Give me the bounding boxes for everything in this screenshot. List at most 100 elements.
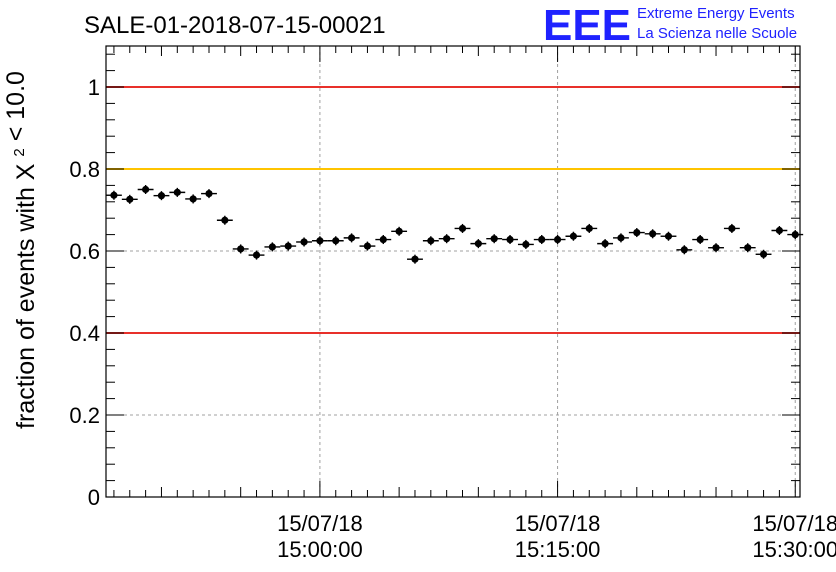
data-point-31 (597, 239, 614, 249)
y-tick-label-1: 0.2 (69, 403, 100, 428)
y-tick-label-5: 1 (88, 75, 100, 100)
data-point-39 (723, 223, 740, 233)
marker (189, 195, 197, 203)
y-tick-label-3: 0.6 (69, 239, 100, 264)
data-point-18 (391, 226, 408, 236)
y-tick-label-4: 0.8 (69, 157, 100, 182)
marker (569, 232, 578, 240)
y-tick-label-0: 0 (88, 485, 100, 510)
y-axis-label-symbol: X (12, 163, 40, 180)
data-point-29 (565, 231, 582, 241)
x-tick-label-date-0: 15/07/18 (277, 511, 363, 536)
data-point-35 (660, 231, 677, 241)
axis-ticks (106, 46, 800, 498)
marker (744, 244, 752, 252)
data-point-36 (676, 245, 693, 255)
data-point-8 (232, 244, 249, 254)
plot-frame (105, 45, 801, 498)
data-point-27 (533, 235, 550, 245)
data-point-43 (787, 230, 804, 240)
data-point-3 (153, 191, 170, 201)
marker (205, 190, 213, 198)
x-tick-label-time-2: 15:30:00 (752, 537, 836, 562)
y-axis-label-sup: 2 (11, 148, 28, 156)
data-point-28 (549, 235, 566, 245)
x-tick-label-time-1: 15:15:00 (515, 537, 601, 562)
marker (664, 232, 673, 240)
data-point-7 (216, 215, 233, 225)
marker (617, 234, 625, 242)
marker (443, 235, 451, 243)
marker (458, 224, 467, 233)
marker (427, 237, 435, 245)
data-point-4 (169, 187, 186, 197)
marker (126, 195, 134, 203)
marker (649, 230, 657, 238)
x-tick-label-time-0: 15:00:00 (277, 537, 363, 562)
marker (110, 191, 118, 199)
marker (379, 235, 387, 244)
data-point-33 (628, 228, 645, 238)
marker (142, 185, 150, 194)
data-point-2 (137, 184, 154, 195)
marker (221, 216, 229, 224)
data-point-40 (739, 243, 756, 253)
marker (696, 235, 704, 244)
data-point-13 (311, 236, 328, 246)
data-point-6 (201, 189, 217, 199)
data-point-26 (517, 239, 534, 249)
reference-lines (106, 86, 800, 334)
eee-logo-line1: Extreme Energy Events (637, 5, 795, 22)
eee-logo-mark: EEE (543, 1, 631, 50)
data-point-17 (375, 235, 392, 245)
marker (775, 226, 784, 235)
x-tick-label-date-1: 15/07/18 (515, 511, 601, 536)
data-point-42 (771, 225, 788, 236)
data-point-0 (106, 190, 122, 200)
data-point-5 (185, 194, 202, 204)
data-point-1 (121, 194, 138, 204)
data-point-9 (248, 250, 265, 260)
marker (252, 251, 261, 259)
data-point-16 (359, 241, 376, 251)
marker (363, 242, 372, 250)
data-point-37 (692, 235, 709, 245)
y-axis-label: fraction of events with X 2 < 10.0 (2, 71, 40, 429)
grid-lines (106, 46, 800, 497)
marker (791, 231, 799, 239)
data-point-24 (486, 234, 503, 244)
marker (680, 246, 688, 254)
data-points (106, 184, 804, 264)
marker (728, 224, 736, 233)
marker (173, 188, 181, 196)
marker (585, 224, 593, 233)
marker (157, 192, 166, 200)
marker (712, 244, 720, 252)
marker (759, 250, 768, 258)
marker (395, 227, 403, 235)
marker (268, 243, 276, 251)
marker (506, 235, 514, 244)
data-point-15 (343, 233, 360, 243)
marker (332, 237, 340, 245)
data-point-19 (407, 254, 423, 264)
data-point-41 (755, 249, 772, 259)
data-point-12 (296, 237, 312, 247)
data-point-30 (581, 223, 598, 233)
y-axis-label-suffix: < 10.0 (2, 71, 30, 141)
marker (538, 235, 546, 244)
data-point-22 (454, 223, 471, 233)
data-point-25 (502, 235, 518, 245)
eee-logo: EEE Extreme Energy Events La Scienza nel… (543, 1, 797, 50)
marker (522, 240, 530, 249)
data-point-10 (264, 242, 281, 252)
data-point-38 (708, 243, 724, 253)
marker (633, 228, 641, 237)
marker (300, 238, 308, 246)
x-tick-label-date-2: 15/07/18 (752, 511, 836, 536)
marker (284, 242, 292, 250)
data-point-11 (280, 241, 297, 251)
marker (490, 235, 498, 243)
